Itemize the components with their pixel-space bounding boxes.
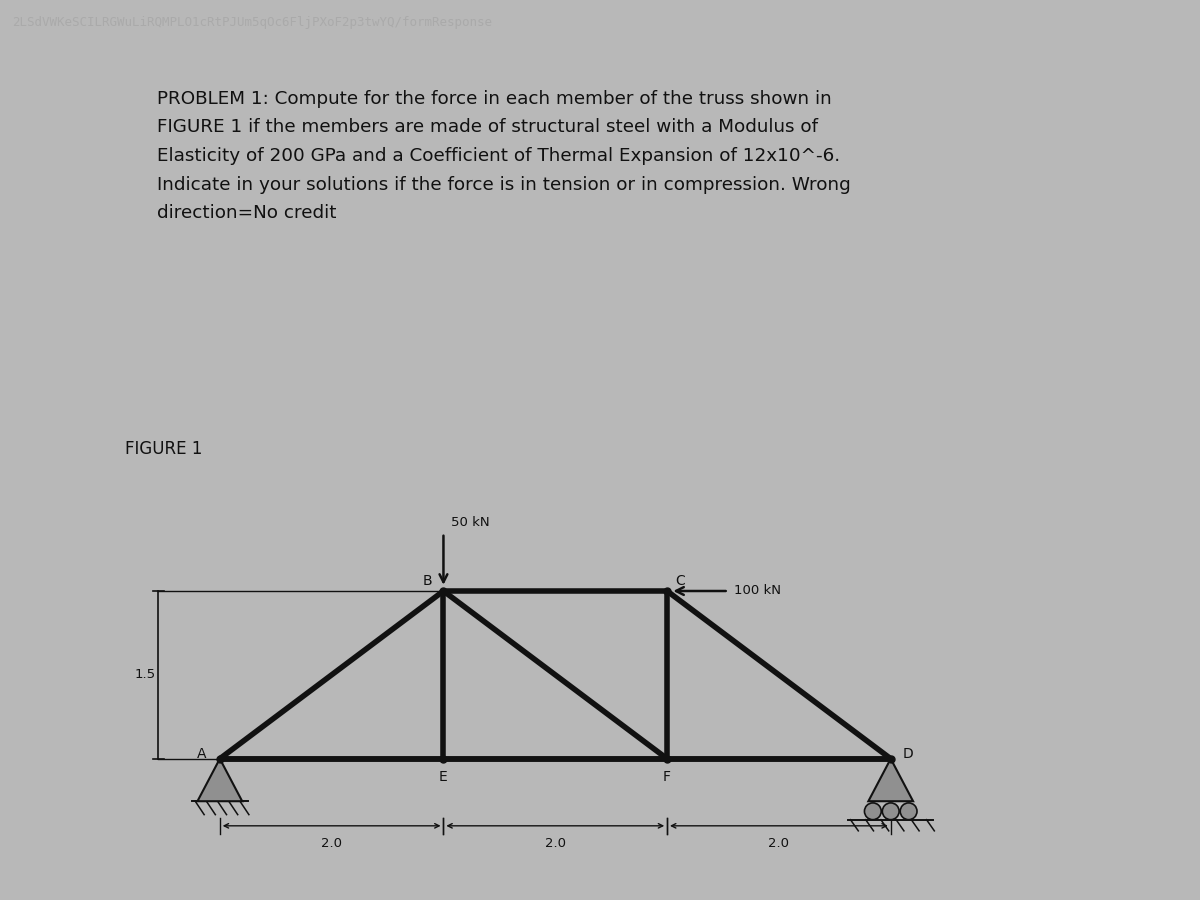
Text: 2LSdVWKeSCILRGWuLiRQMPLO1cRtPJUm5qOc6FljPXoF2p3twYQ/formResponse: 2LSdVWKeSCILRGWuLiRQMPLO1cRtPJUm5qOc6Flj…	[12, 16, 492, 29]
Text: PROBLEM 1: Compute for the force in each member of the truss shown in
FIGURE 1 i: PROBLEM 1: Compute for the force in each…	[157, 90, 851, 222]
Circle shape	[864, 803, 881, 820]
Text: FIGURE 1: FIGURE 1	[125, 440, 202, 458]
Circle shape	[882, 803, 899, 820]
Text: 1.5: 1.5	[134, 669, 156, 681]
Text: D: D	[902, 747, 913, 761]
Polygon shape	[869, 759, 913, 801]
Polygon shape	[198, 759, 242, 801]
Text: C: C	[676, 574, 685, 588]
Text: 50 kN: 50 kN	[451, 517, 490, 529]
Text: F: F	[664, 770, 671, 784]
Text: A: A	[197, 747, 206, 761]
Circle shape	[900, 803, 917, 820]
Text: B: B	[422, 574, 433, 588]
Text: E: E	[439, 770, 448, 784]
Text: 2.0: 2.0	[322, 837, 342, 850]
Text: 2.0: 2.0	[768, 837, 790, 850]
Text: 100 kN: 100 kN	[734, 584, 781, 598]
Text: 2.0: 2.0	[545, 837, 565, 850]
